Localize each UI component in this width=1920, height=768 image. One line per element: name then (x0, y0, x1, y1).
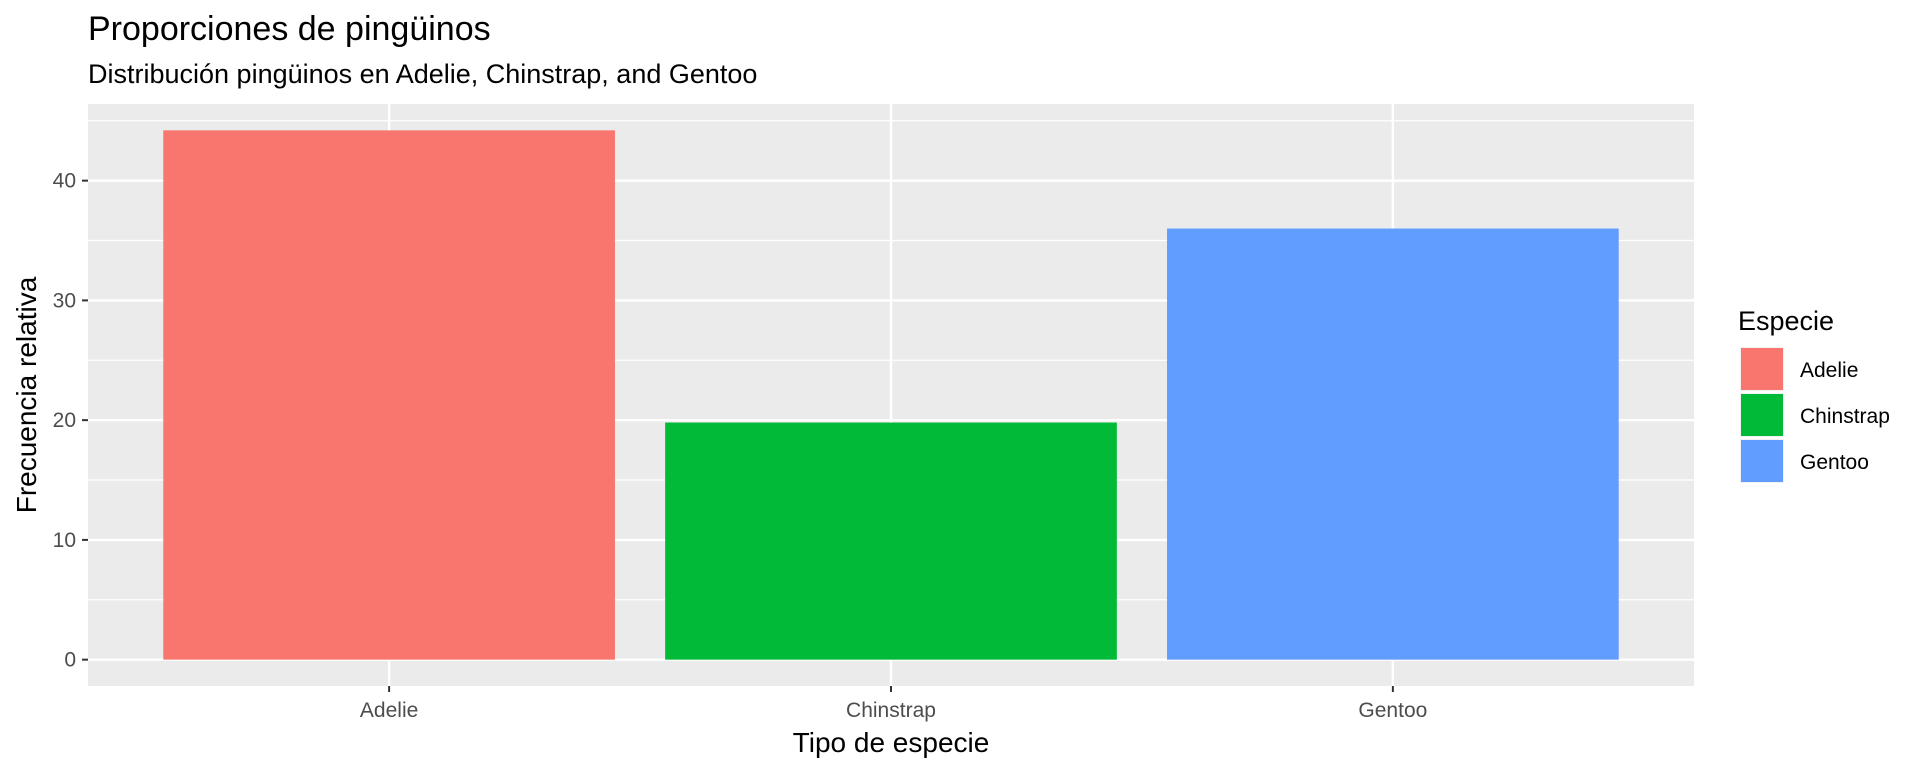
x-tick-label: Chinstrap (846, 699, 936, 722)
legend-label: Adelie (1800, 359, 1858, 382)
legend-label: Gentoo (1800, 451, 1869, 474)
x-tick-label: Adelie (360, 699, 418, 722)
bar-chinstrap (665, 422, 1117, 660)
bar-gentoo (1167, 228, 1619, 660)
y-tick-label: 10 (53, 529, 76, 552)
legend: Especie Adelie Chinstrap Gentoo (1738, 306, 1890, 483)
bars (163, 130, 1619, 660)
y-tick-label: 20 (53, 409, 76, 432)
legend-swatch-adelie (1741, 348, 1783, 390)
y-tick-label: 40 (53, 170, 76, 193)
legend-label: Chinstrap (1800, 405, 1890, 428)
chart-subtitle: Distribución pingüinos en Adelie, Chinst… (88, 59, 757, 89)
x-tick-label: Gentoo (1358, 699, 1427, 722)
y-axis-title: Frecuencia relativa (11, 276, 42, 513)
legend-swatch-gentoo (1741, 440, 1783, 482)
y-tick-label: 30 (53, 289, 76, 312)
chart-title: Proporciones de pingüinos (88, 10, 491, 48)
x-axis-title: Tipo de especie (793, 727, 990, 758)
y-axis: 0 10 20 30 40 (53, 170, 88, 672)
legend-title: Especie (1738, 306, 1834, 336)
legend-swatch-chinstrap (1741, 394, 1783, 436)
x-axis: Adelie Chinstrap Gentoo (360, 686, 1427, 722)
bar-adelie (163, 130, 615, 660)
y-tick-label: 0 (64, 649, 76, 672)
